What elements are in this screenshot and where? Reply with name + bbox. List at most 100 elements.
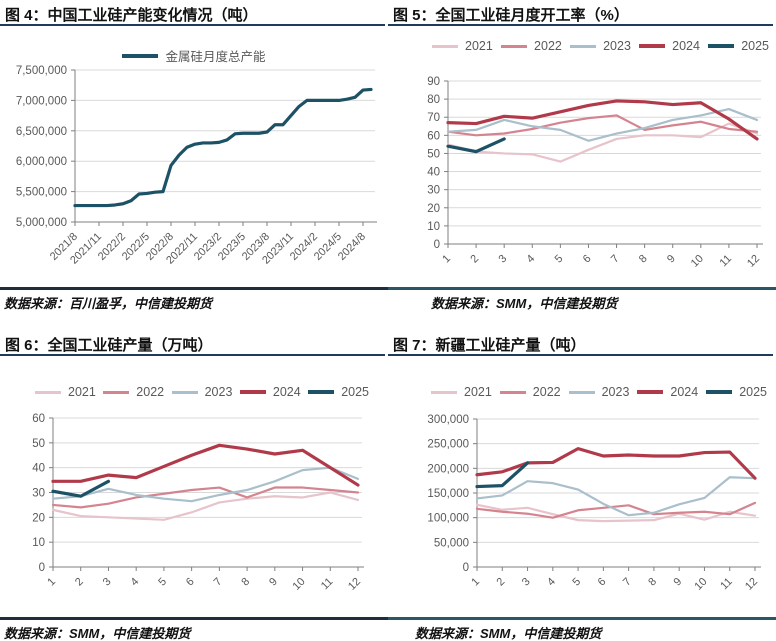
svg-text:4: 4 [525, 253, 538, 266]
legend-item-2021: 2021 [431, 385, 492, 399]
svg-text:11: 11 [717, 253, 734, 270]
svg-text:20: 20 [427, 203, 440, 215]
legend-item-2024: 2024 [239, 385, 301, 399]
legend-label: 2021 [464, 385, 492, 399]
legend-item-金属硅月度总产能: 金属硅月度总产能 [122, 46, 266, 65]
svg-text:80: 80 [427, 94, 440, 106]
svg-text:7,500,000: 7,500,000 [16, 65, 67, 77]
legend-line-swatch [308, 390, 335, 394]
legend-label: 2022 [534, 39, 562, 53]
legend-item-2023: 2023 [171, 385, 233, 399]
legend-item-2024: 2024 [639, 39, 700, 53]
legend-label: 2024 [670, 385, 699, 399]
svg-text:250,000: 250,000 [427, 439, 469, 451]
svg-text:5,000,000: 5,000,000 [16, 217, 67, 229]
svg-text:7: 7 [621, 576, 634, 589]
svg-text:7: 7 [609, 253, 622, 266]
svg-text:6: 6 [184, 576, 197, 589]
chart-legend: 2021 2022 2023 2024 2025 [432, 39, 769, 53]
svg-text:3: 3 [496, 253, 509, 266]
legend-label: 金属硅月度总产能 [165, 50, 266, 64]
svg-text:8: 8 [646, 576, 659, 589]
legend-line-swatch [35, 390, 61, 394]
legend-label: 2022 [136, 385, 165, 399]
svg-text:6: 6 [596, 576, 609, 589]
svg-text:9: 9 [665, 253, 678, 266]
legend-label: 2024 [272, 385, 301, 399]
figure-title: 图 5：全国工业硅月度开工率（%） [393, 7, 629, 24]
svg-text:10: 10 [427, 221, 440, 233]
svg-text:50,000: 50,000 [434, 537, 469, 549]
svg-text:11: 11 [319, 576, 336, 593]
svg-text:4: 4 [128, 576, 141, 589]
figure-panel-fig7: 0 50,000 100,000 150,000 200,000 250,000 300,0… [388, 330, 776, 641]
legend-line-swatch [239, 390, 266, 394]
title-rule [388, 24, 773, 26]
legend-label: 2023 [601, 385, 630, 399]
svg-text:30: 30 [32, 488, 45, 500]
figure-title: 图 4：中国工业硅产能变化情况（吨） [5, 7, 258, 24]
svg-text:150,000: 150,000 [427, 488, 469, 500]
title-rule [388, 354, 773, 356]
legend-item-2024: 2024 [637, 385, 698, 399]
legend-line-swatch [706, 390, 733, 394]
svg-text:2024/8: 2024/8 [336, 231, 368, 263]
legend-line-swatch [103, 390, 130, 394]
legend-label: 2024 [672, 39, 700, 53]
svg-text:5: 5 [553, 253, 566, 266]
svg-text:5: 5 [570, 576, 583, 589]
legend-item-2023: 2023 [570, 39, 631, 53]
data-source: 数据来源：百川盈孚，中信建投期货 [4, 296, 213, 311]
svg-text:0: 0 [39, 562, 45, 574]
legend-line-swatch [570, 44, 597, 48]
svg-text:1: 1 [45, 576, 58, 589]
svg-text:3: 3 [101, 576, 114, 589]
svg-text:300,000: 300,000 [427, 414, 469, 426]
svg-text:8: 8 [239, 576, 252, 589]
figure-panel-fig4: 5,000,000 5,500,000 6,000,000 6,500,000 7,00… [0, 0, 388, 330]
legend-line-swatch [501, 44, 528, 48]
svg-text:11: 11 [718, 576, 735, 593]
svg-text:12: 12 [346, 576, 363, 593]
legend-line-swatch [568, 390, 595, 394]
title-rule [0, 354, 385, 356]
legend-label: 2025 [739, 385, 767, 399]
legend-item-2025: 2025 [308, 385, 369, 399]
legend-line-swatch [432, 44, 458, 48]
chart-legend: 金属硅月度总产能 [0, 46, 388, 65]
svg-text:1: 1 [440, 253, 453, 266]
svg-text:7,000,000: 7,000,000 [16, 95, 67, 107]
legend-label: 2021 [465, 39, 493, 53]
source-rule [0, 617, 388, 620]
svg-text:50: 50 [32, 438, 45, 450]
svg-text:0: 0 [434, 239, 440, 251]
legend-line-swatch [171, 390, 198, 394]
svg-text:0: 0 [463, 562, 469, 574]
data-source: 数据来源：SMM，中信建投期货 [415, 626, 602, 641]
legend-item-2022: 2022 [103, 385, 164, 399]
legend-line-swatch [708, 44, 735, 48]
svg-text:5: 5 [156, 576, 169, 589]
svg-text:30: 30 [427, 185, 440, 197]
source-rule [0, 287, 388, 290]
svg-text:12: 12 [745, 253, 762, 270]
svg-text:5,500,000: 5,500,000 [16, 187, 67, 199]
legend-label: 2025 [741, 39, 769, 53]
svg-text:100,000: 100,000 [427, 513, 469, 525]
svg-text:10: 10 [689, 253, 706, 270]
figure-panel-fig5: 0 10 20 30 40 50 60 70 80 90 1 2 3 4 5 6 7 8 9 10 11 12 图 5：全… [388, 0, 776, 330]
legend-item-2023: 2023 [568, 385, 630, 399]
legend-label: 2023 [603, 39, 631, 53]
capacity-chart: 5,000,000 5,500,000 6,000,000 6,500,000 7,00… [16, 65, 377, 267]
figure-title: 图 7：新疆工业硅产量（吨） [393, 337, 586, 354]
legend-label: 2021 [68, 385, 96, 399]
svg-text:40: 40 [32, 463, 45, 475]
data-source: 数据来源：SMM，中信建投期货 [431, 296, 618, 311]
svg-text:3: 3 [520, 576, 533, 589]
legend-label: 2023 [204, 385, 233, 399]
legend-line-swatch [499, 390, 526, 394]
svg-text:7: 7 [212, 576, 225, 589]
svg-text:70: 70 [427, 112, 440, 124]
